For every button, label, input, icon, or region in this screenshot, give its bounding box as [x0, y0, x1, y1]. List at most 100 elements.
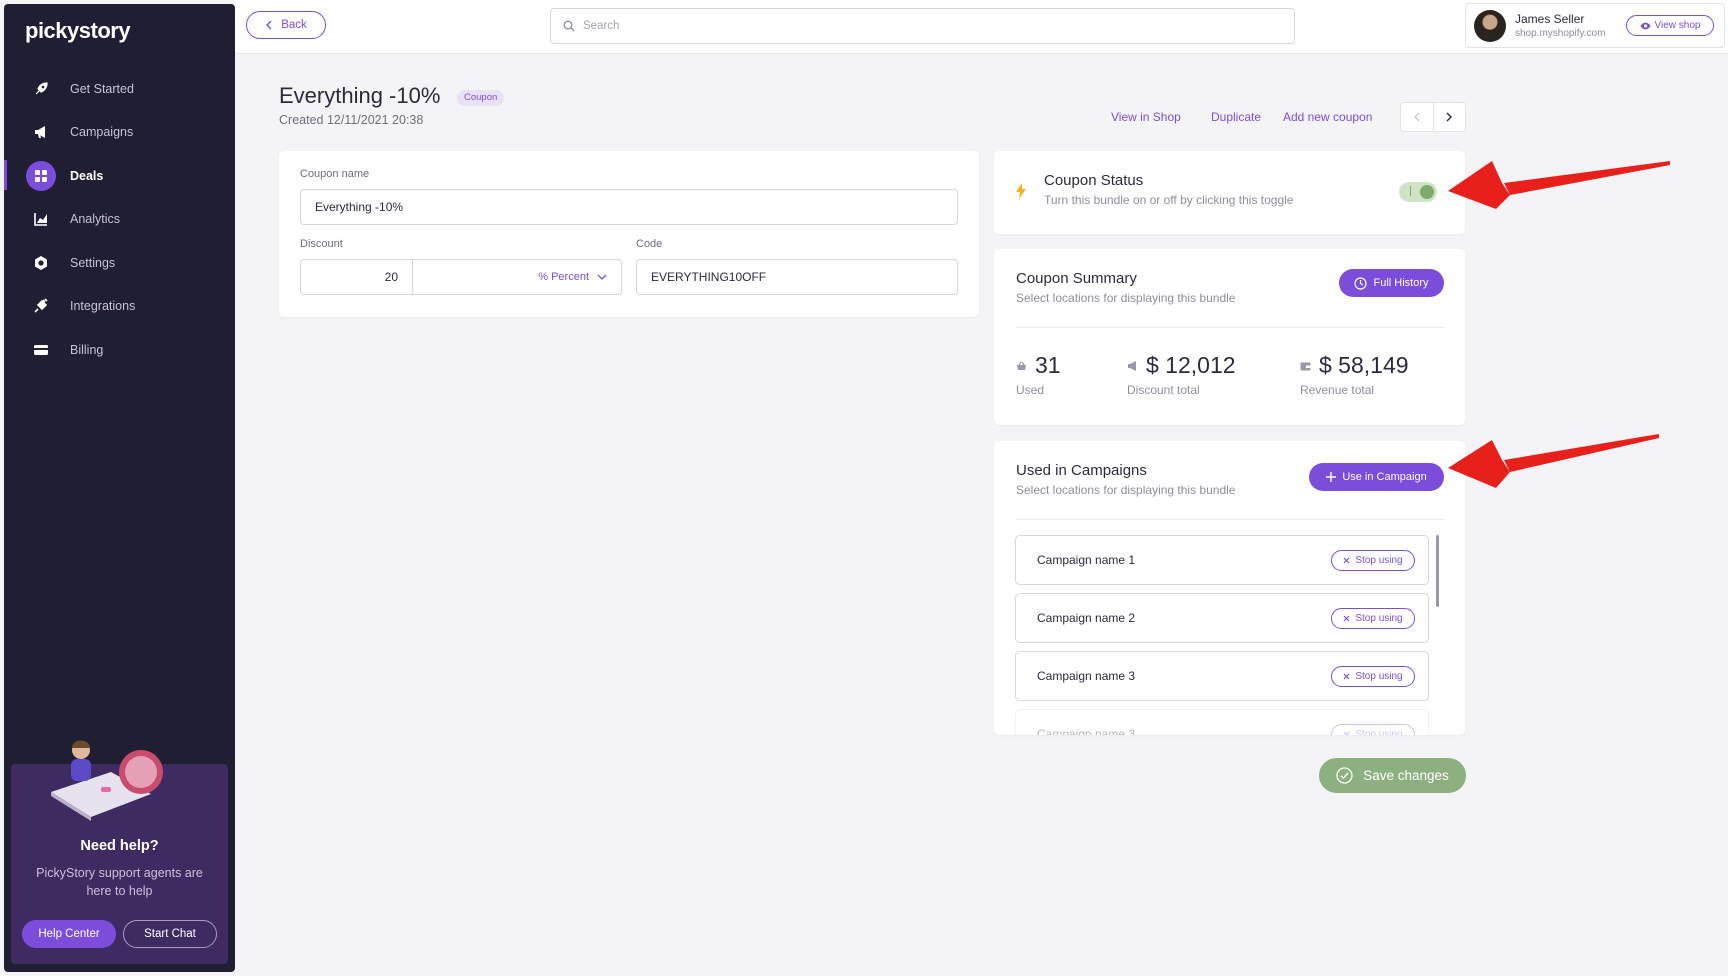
coupon-status-subtitle: Turn this bundle on or off by clicking t…	[1044, 193, 1294, 207]
coupon-summary-subtitle: Select locations for displaying this bun…	[1016, 291, 1236, 305]
stat-label: Revenue total	[1300, 383, 1375, 397]
search-icon	[563, 20, 575, 32]
use-in-campaign-button[interactable]: Use in Campaign	[1309, 463, 1444, 491]
wallet-icon	[1300, 362, 1311, 370]
stat-value: $ 58,149	[1319, 352, 1409, 378]
coupon-name-field[interactable]: Everything -10%	[300, 189, 958, 225]
avatar[interactable]	[1474, 9, 1506, 42]
close-icon	[1343, 557, 1350, 564]
list-item[interactable]: Campaign name 3 Stop using	[1015, 709, 1429, 735]
search-placeholder: Search	[583, 20, 620, 32]
full-history-button[interactable]: Full History	[1339, 269, 1444, 297]
divider	[1016, 519, 1444, 520]
sidebar-item-label: Integrations	[70, 299, 136, 314]
coupon-summary-title: Coupon Summary	[1016, 270, 1137, 287]
stat-revenue-total: $ 58,149	[1300, 352, 1409, 379]
megaphone-icon	[1128, 360, 1136, 371]
help-title: Need help?	[80, 838, 159, 854]
add-new-coupon-link[interactable]: Add new coupon	[1283, 110, 1373, 124]
list-item[interactable]: Campaign name 2 Stop using	[1015, 593, 1429, 643]
coupon-name-label: Coupon name	[300, 168, 370, 180]
coupon-status-title: Coupon Status	[1044, 172, 1144, 189]
sidebar-item-settings[interactable]: Settings	[4, 241, 235, 285]
chevron-down-icon	[597, 274, 607, 280]
sidebar-item-billing[interactable]: Billing	[4, 328, 235, 372]
stop-using-button[interactable]: Stop using	[1331, 608, 1415, 629]
chevron-left-icon	[1413, 112, 1420, 122]
sidebar: pickystory Get Started Campaigns Deals A…	[4, 4, 235, 972]
user-shop: shop.myshopify.com	[1515, 28, 1606, 39]
help-panel: Need help? PickyStory support agents are…	[11, 740, 228, 964]
stat-value: 31	[1035, 352, 1061, 378]
support-agent-illustration	[51, 740, 163, 821]
user-name: James Seller	[1515, 12, 1585, 26]
duplicate-link[interactable]: Duplicate	[1211, 110, 1262, 124]
stop-using-button[interactable]: Stop using	[1331, 550, 1415, 571]
prev-button[interactable]	[1401, 103, 1434, 131]
stop-using-label: Stop using	[1355, 555, 1403, 566]
logo[interactable]: pickystory	[25, 18, 131, 44]
stop-using-button[interactable]: Stop using	[1331, 724, 1415, 735]
discount-value-field[interactable]: 20	[300, 259, 413, 295]
full-history-label: Full History	[1373, 277, 1429, 289]
view-in-shop-link[interactable]: View in Shop	[1111, 110, 1181, 124]
view-shop-button[interactable]: View shop	[1626, 15, 1714, 36]
sidebar-item-campaigns[interactable]: Campaigns	[4, 111, 235, 155]
discount-type-select[interactable]: % Percent	[412, 259, 622, 295]
lightning-icon	[1016, 183, 1026, 199]
clock-icon	[1354, 276, 1368, 290]
sidebar-item-deals[interactable]: Deals	[4, 154, 235, 198]
grid-icon	[26, 160, 56, 191]
save-changes-label: Save changes	[1363, 768, 1449, 783]
chevron-right-icon	[1446, 112, 1453, 122]
next-button[interactable]	[1434, 103, 1466, 131]
stat-value: $ 12,012	[1146, 352, 1236, 378]
coupon-badge: Coupon	[457, 90, 505, 106]
stop-using-button[interactable]: Stop using	[1331, 666, 1415, 687]
list-item[interactable]: Campaign name 3 Stop using	[1015, 651, 1429, 701]
back-button[interactable]: Back	[246, 11, 326, 39]
sidebar-item-label: Billing	[70, 342, 104, 357]
campaign-name: Campaign name 2	[1037, 611, 1136, 625]
campaign-name: Campaign name 3	[1037, 727, 1136, 735]
card-icon	[26, 335, 56, 365]
divider	[1016, 327, 1444, 328]
search-input[interactable]: Search	[550, 8, 1295, 44]
close-icon	[1343, 615, 1350, 622]
sidebar-item-label: Get Started	[70, 81, 134, 96]
annotation-arrow	[1448, 434, 1659, 488]
view-shop-label: View shop	[1654, 20, 1701, 31]
campaigns-card: Used in Campaigns Select locations for d…	[994, 441, 1465, 735]
check-circle-icon	[1336, 767, 1353, 784]
discount-type-value: % Percent	[538, 271, 589, 283]
campaigns-scrollbar[interactable]	[1436, 535, 1439, 607]
coupon-summary-card: Coupon Summary Select locations for disp…	[994, 249, 1465, 425]
stat-used: 31	[1016, 352, 1061, 379]
sidebar-nav: Get Started Campaigns Deals Analytics Se…	[4, 67, 235, 372]
sidebar-item-integrations[interactable]: Integrations	[4, 285, 235, 329]
pager	[1400, 102, 1466, 132]
logo-text: pickystory	[25, 18, 131, 43]
user-panel: James Seller shop.myshopify.com View sho…	[1465, 3, 1725, 48]
sidebar-item-get-started[interactable]: Get Started	[4, 67, 235, 111]
help-center-button[interactable]: Help Center	[22, 920, 116, 948]
stop-using-label: Stop using	[1355, 613, 1403, 624]
megaphone-icon	[26, 117, 56, 147]
status-toggle[interactable]	[1399, 182, 1437, 202]
close-icon	[1343, 731, 1350, 735]
list-item[interactable]: Campaign name 1 Stop using	[1015, 535, 1429, 585]
chevron-left-icon	[266, 20, 272, 30]
back-label: Back	[281, 19, 307, 31]
code-field[interactable]: EVERYTHING10OFF	[636, 259, 958, 295]
stat-discount-total: $ 12,012	[1127, 352, 1236, 379]
stat-label: Used	[1016, 383, 1045, 397]
page-title: Everything -10%	[279, 83, 441, 108]
save-changes-button[interactable]: Save changes	[1319, 758, 1466, 793]
coupon-status-card: Coupon Status Turn this bundle on or off…	[994, 151, 1465, 234]
annotation-arrow	[1448, 161, 1670, 209]
start-chat-button[interactable]: Start Chat	[123, 920, 217, 948]
code-label: Code	[636, 238, 663, 250]
sidebar-item-label: Settings	[70, 255, 116, 270]
sidebar-item-analytics[interactable]: Analytics	[4, 198, 235, 242]
campaign-name: Campaign name 1	[1037, 553, 1136, 567]
